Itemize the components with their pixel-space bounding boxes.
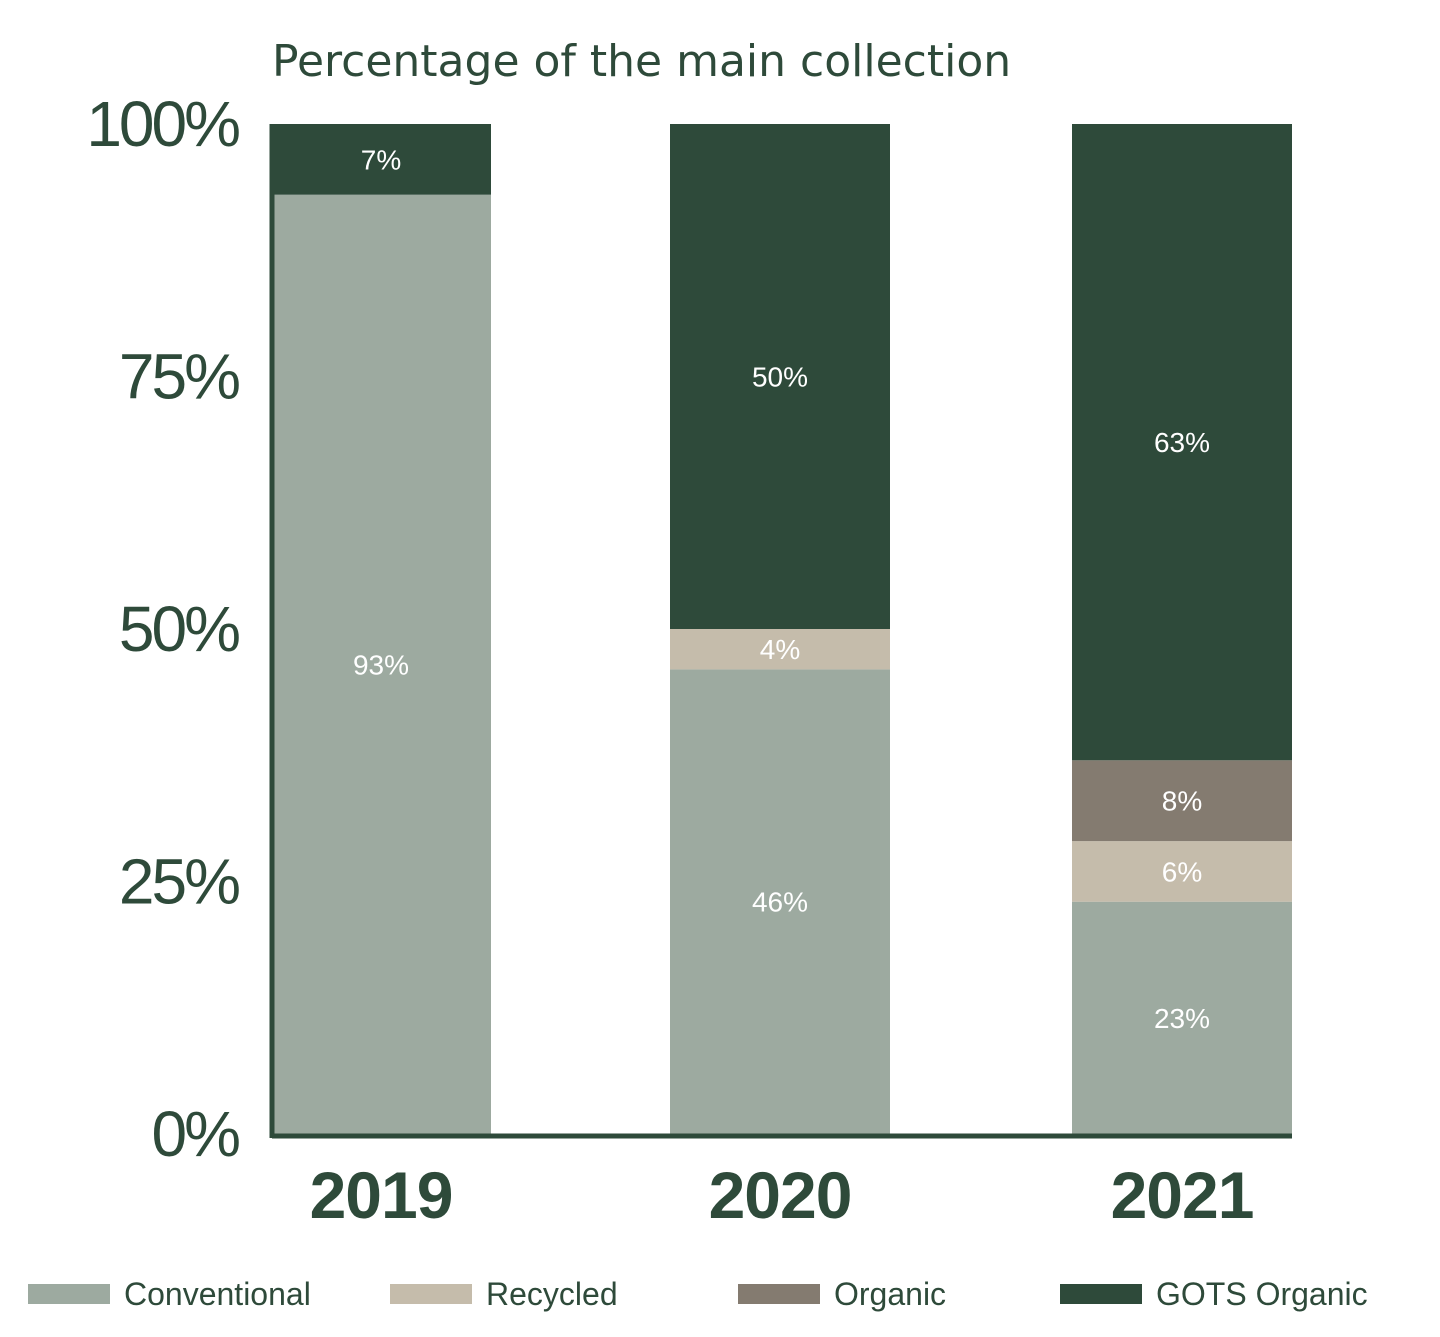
data-label-2020-conventional: 46% (752, 887, 808, 918)
bar-2021-organic (1072, 760, 1292, 842)
x-tick-label-2020: 2020 (709, 1158, 852, 1232)
data-label-2021-gots-organic: 63% (1154, 427, 1210, 458)
data-label-2021-organic: 8% (1162, 786, 1202, 817)
legend-swatch-gots-organic (1060, 1284, 1142, 1304)
legend-label-recycled: Recycled (486, 1276, 618, 1312)
y-tick-label: 25% (119, 846, 239, 918)
data-label-2020-gots-organic: 50% (752, 362, 808, 393)
chart-title: Percentage of the main collection (272, 36, 1011, 87)
legend: Conventional Recycled Organic GOTS Organic (28, 1276, 1368, 1312)
legend-swatch-conventional (28, 1284, 110, 1304)
data-label-2020-recycled: 4% (760, 634, 800, 665)
bar-2021-gots-organic (1072, 124, 1292, 761)
legend-label-organic: Organic (834, 1276, 946, 1312)
data-label-2021-conventional: 23% (1154, 1003, 1210, 1034)
legend-swatch-organic (738, 1284, 820, 1304)
y-tick-label: 75% (119, 341, 239, 413)
data-label-2019-conventional: 93% (353, 649, 409, 680)
bar-2020-conventional (670, 669, 890, 1134)
y-tick-label: 0% (152, 1098, 240, 1170)
bar-2019-gots-organic (271, 124, 491, 195)
legend-label-gots-organic: GOTS Organic (1156, 1276, 1368, 1312)
x-tick-label-2019: 2019 (310, 1158, 453, 1232)
bar-2020-recycled (670, 629, 890, 670)
legend-label-conventional: Conventional (124, 1276, 311, 1312)
bar-2021-recycled (1072, 841, 1292, 902)
data-label-2021-recycled: 6% (1162, 856, 1202, 887)
legend-swatch-recycled (390, 1284, 472, 1304)
bar-2020-gots-organic (670, 124, 890, 629)
bars-layer (271, 124, 1292, 1134)
bar-labels-layer: 93% 7% 46% 4% 50% 23% 6% 8% 63% (353, 144, 1210, 1034)
data-label-2019-gots-organic: 7% (361, 144, 401, 175)
bar-2019-conventional (271, 194, 491, 1134)
y-tick-label: 50% (119, 593, 239, 665)
x-tick-label-2021: 2021 (1111, 1158, 1254, 1232)
y-tick-label: 100% (86, 88, 239, 160)
axes-layer: 0% 25% 50% 75% 100% 2019 2020 2021 (86, 88, 1292, 1232)
bar-2021-conventional (1072, 901, 1292, 1134)
